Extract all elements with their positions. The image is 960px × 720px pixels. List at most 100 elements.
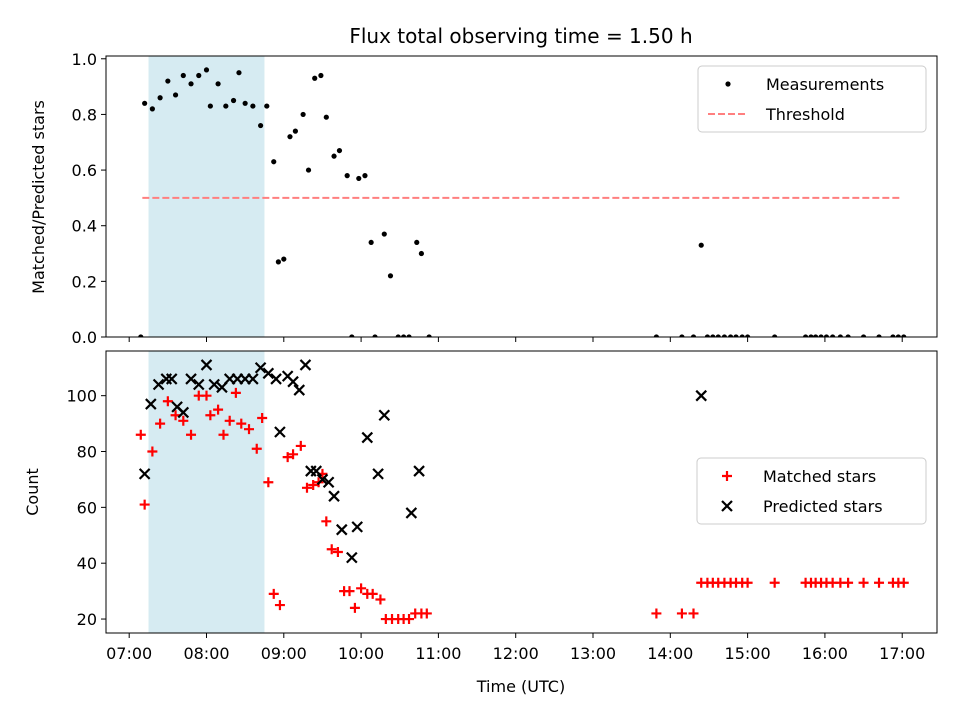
data-point [695,389,708,402]
data-point [205,410,216,421]
data-point [418,250,424,257]
y-tick-label: 60 [77,498,97,517]
data-point [224,415,235,426]
x-tick-label: 09:00 [261,644,307,663]
bottom-y-axis-label: Count [23,468,42,516]
data-point [271,159,277,165]
data-point [152,378,165,391]
data-point [188,81,194,87]
data-point [270,373,282,385]
data-point [165,78,171,84]
data-point [361,431,374,444]
data-point [295,440,306,451]
data-point [372,468,384,480]
data-point [213,404,224,415]
data-point [138,334,144,337]
data-point [349,334,355,337]
data-point [414,239,420,246]
series-group [135,359,909,625]
data-point [247,373,259,385]
data-point [901,334,907,337]
data-point [208,378,221,391]
data-point [316,473,329,486]
y-tick-label: 0.8 [72,105,97,124]
data-point [710,334,716,337]
data-point [818,334,824,337]
data-point [186,429,197,440]
data-point [149,106,155,112]
data-point [690,334,697,337]
data-point [292,128,298,134]
data-point [170,410,181,421]
data-point [293,384,306,396]
x-tick-label: 12:00 [493,644,539,663]
data-point [242,100,248,106]
data-point [823,334,830,337]
legend-label-predicted: Predicted stars [763,497,883,516]
data-point [676,608,687,619]
chart-title: Flux total observing time = 1.50 h [349,24,692,48]
bottom-plot: 20 40 60 80 100 07:00 08:00 09:00 10:00 11:00 12:0… [66,350,938,663]
data-point [196,72,202,79]
data-point [135,429,146,440]
top-plot: 0.0 0.2 0.4 0.6 0.8 1.0 Measurements Threshold [72,50,938,347]
data-point [387,273,394,279]
data-point [178,415,189,426]
x-tick-label: 13:00 [570,644,616,663]
data-point [258,122,264,129]
data-point [395,334,401,337]
legend-box [697,65,927,133]
y-tick-label: 0.0 [72,328,97,347]
data-point [326,544,337,555]
plot-frame [105,350,938,634]
data-point [274,600,285,611]
data-point [165,373,178,385]
data-point [368,239,374,246]
data-point [321,516,332,527]
data-point [874,577,885,588]
data-point [223,103,229,109]
data-point [215,81,221,87]
data-point [312,75,318,81]
data-point [336,147,343,154]
x-tick-label: 15:00 [725,644,771,663]
data-point [876,334,882,337]
x-tick-label: 08:00 [183,644,229,663]
data-point [145,398,157,410]
y-tick-label: 80 [77,443,97,462]
shaded-region [148,56,265,337]
data-point [236,70,242,76]
data-point [322,476,335,489]
x-tick-label: 11:00 [415,644,461,663]
data-point [704,334,711,337]
data-point [201,390,212,401]
data-point [404,614,415,625]
data-point [185,373,197,385]
data-point [698,242,704,248]
data-point [733,334,739,337]
data-point [142,100,148,106]
data-point [335,523,348,536]
x-tick-label: 07:00 [106,644,152,663]
data-point [772,334,778,337]
data-point [406,334,412,337]
data-point [257,413,268,424]
data-point [162,396,173,407]
data-point [802,334,809,337]
legend-label-measurements: Measurements [766,75,884,94]
legend-box [696,457,927,525]
data-point [651,608,662,619]
x-axis-label: Time (UTC) [476,677,565,696]
data-point [331,153,337,159]
data-point [254,361,267,374]
data-point [323,114,329,120]
data-point [287,375,299,388]
y-tick-label: 40 [77,554,97,573]
data-point [378,409,391,421]
legend-label-threshold: Threshold [765,105,845,124]
data-point [147,446,158,457]
data-point [769,577,780,588]
data-point [288,449,299,460]
data-point [830,334,836,337]
y-tick-label: 100 [66,387,97,406]
